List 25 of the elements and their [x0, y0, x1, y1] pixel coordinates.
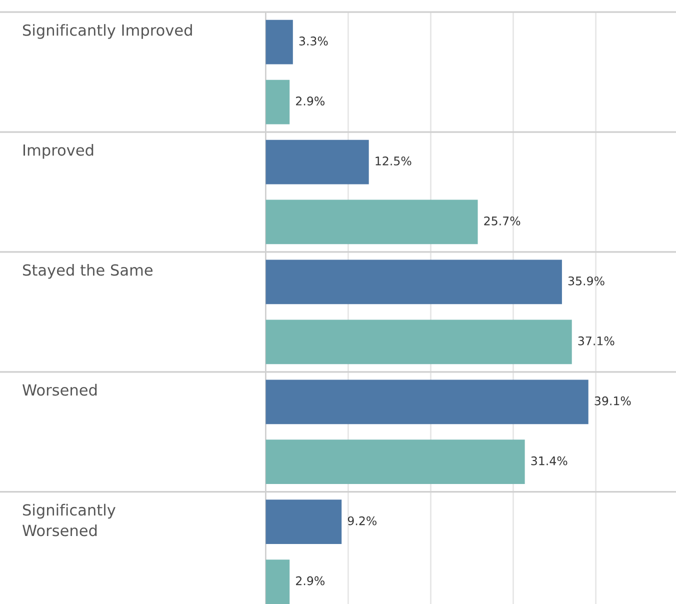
bar: [266, 140, 369, 184]
bar: [266, 200, 478, 244]
data-label: 3.3%: [299, 36, 328, 46]
y-tick-label: Worsened: [22, 384, 97, 396]
data-label: 12.5%: [376, 156, 412, 166]
bar: [266, 20, 293, 64]
y-tick-label: Significantly Worsened: [22, 504, 116, 536]
bar: [266, 380, 588, 424]
y-tick-label: Improved: [24, 144, 94, 159]
y-tick-label: Stayed the Same: [23, 264, 153, 279]
bar: [266, 80, 290, 124]
y-tick-label: Significantly Improved: [23, 24, 192, 39]
data-label: 25.7%: [484, 216, 520, 226]
data-label: 9.2%: [348, 516, 376, 526]
data-label: 37.1%: [578, 336, 614, 346]
data-label: 35.9%: [568, 276, 604, 286]
data-label: 2.9%: [296, 96, 324, 106]
data-label: 31.4%: [531, 456, 568, 466]
bar: [266, 320, 572, 364]
bar: [266, 260, 562, 304]
data-label: 2.9%: [296, 576, 324, 586]
bar: [266, 500, 342, 544]
bar: [266, 560, 290, 604]
bar: [266, 440, 525, 484]
data-label: 39.1%: [594, 396, 631, 406]
